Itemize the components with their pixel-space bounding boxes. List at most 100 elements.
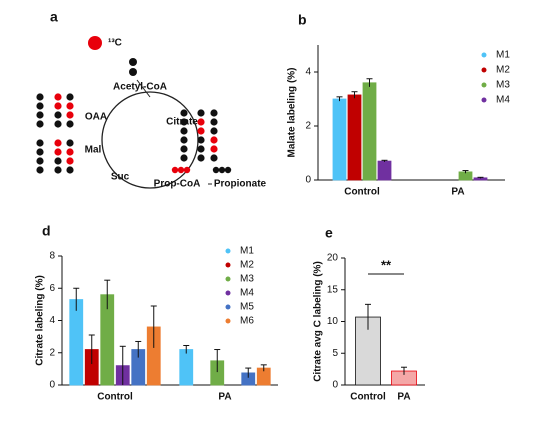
y-tick-label: 0 [305, 175, 311, 186]
isotope-label: ¹³C [108, 38, 122, 49]
legend-label: M4 [496, 95, 510, 106]
dot [171, 166, 179, 174]
bar [69, 299, 84, 386]
dot [36, 148, 44, 156]
dot-groups [36, 93, 232, 174]
dot [54, 157, 62, 165]
x-tick-label: Control [344, 187, 380, 198]
legend-marker [225, 304, 231, 310]
dot [36, 120, 44, 128]
dot [36, 93, 44, 101]
panel-label: b [298, 12, 307, 28]
y-tick-label: 10 [327, 316, 339, 327]
panel-label: d [42, 223, 51, 239]
dot [66, 102, 74, 110]
dot [54, 102, 62, 110]
legend-marker [481, 97, 487, 103]
bar [362, 82, 377, 181]
y-tick-label: 15 [327, 284, 339, 295]
bar [377, 160, 392, 181]
node-label: Propionate [214, 179, 267, 190]
dot [54, 148, 62, 156]
dot [183, 166, 191, 174]
legend-label: M4 [240, 288, 254, 299]
bar [179, 349, 194, 386]
dot [224, 166, 232, 174]
dot [210, 127, 218, 135]
y-axis-label: Citrate labeling (%) [35, 275, 46, 366]
dot [180, 109, 188, 117]
dot [54, 120, 62, 128]
dot [66, 148, 74, 156]
node-label: Suc [111, 172, 130, 183]
dot [210, 118, 218, 126]
dot [197, 118, 205, 126]
y-tick-label: 5 [332, 348, 338, 359]
dot [197, 136, 205, 144]
x-tick-label: PA [397, 392, 410, 403]
legend-label: M1 [240, 246, 254, 257]
dot [54, 93, 62, 101]
panel-label: a [50, 9, 58, 25]
legend-marker [225, 262, 231, 268]
dot [66, 157, 74, 165]
y-tick-label: 8 [49, 251, 55, 262]
dot [218, 166, 226, 174]
panel-label: e [325, 225, 333, 241]
x-tick-label: PA [218, 392, 231, 403]
node-label: Mal [85, 145, 102, 156]
y-tick-label: 2 [305, 121, 311, 132]
legend-marker [481, 67, 487, 73]
x-tick-label: PA [451, 187, 464, 198]
legend-label: M2 [240, 260, 254, 271]
legend-marker [225, 318, 231, 324]
legend-label: M2 [496, 65, 510, 76]
dot [129, 58, 137, 66]
legend-marker [481, 52, 487, 58]
annotation: ** [381, 257, 392, 272]
y-tick-label: 4 [49, 315, 55, 326]
isotope-dot [88, 36, 102, 50]
dot [66, 139, 74, 147]
dot [180, 154, 188, 162]
node-label: OAA [85, 112, 107, 123]
bar [347, 94, 362, 181]
dot [177, 166, 185, 174]
legend-marker [225, 248, 231, 254]
dot [197, 127, 205, 135]
dot [54, 166, 62, 174]
node-label: Prop-CoA [154, 179, 201, 190]
dot [180, 127, 188, 135]
y-axis-label: Citrate avg C labeling (%) [313, 261, 324, 382]
x-tick-label: Control [97, 392, 133, 403]
legend-label: M3 [240, 274, 254, 285]
legend-label: M5 [240, 302, 254, 313]
y-tick-label: 0 [332, 380, 338, 391]
dot [210, 154, 218, 162]
x-tick-label: Control [350, 392, 386, 403]
dot [54, 111, 62, 119]
node-label: Acetyl-CoA [113, 82, 167, 93]
dot [180, 136, 188, 144]
dot [129, 68, 137, 76]
dot [54, 139, 62, 147]
dot [36, 111, 44, 119]
dot [180, 118, 188, 126]
bar [332, 98, 347, 181]
arrow [136, 79, 151, 98]
dot [197, 145, 205, 153]
y-tick-label: 6 [49, 283, 55, 294]
diagram: a ¹³C Acetyl-CoA OAA Citrate Mal Suc Pro… [36, 9, 267, 190]
y-tick-label: 0 [49, 380, 55, 391]
dot [210, 136, 218, 144]
legend-label: M1 [496, 50, 510, 61]
dot [180, 145, 188, 153]
legend-label: M3 [496, 80, 510, 91]
y-tick-label: 2 [49, 347, 55, 358]
dot [66, 166, 74, 174]
y-tick-label: 4 [305, 67, 311, 78]
dot [66, 120, 74, 128]
legend-marker [225, 290, 231, 296]
legend-label: M6 [240, 316, 254, 327]
